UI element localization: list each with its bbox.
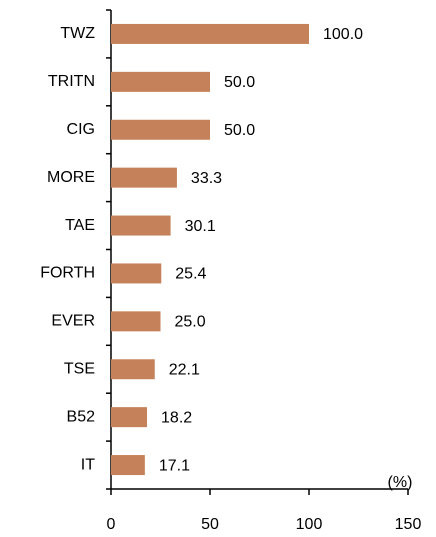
value-label: 100.0: [323, 26, 363, 43]
y-tick-label: IT: [81, 456, 95, 473]
bar: [111, 23, 309, 44]
y-tick-label: MORE: [47, 169, 95, 186]
value-label: 33.3: [191, 170, 222, 187]
bar: [111, 263, 162, 284]
value-label: 25.4: [175, 266, 206, 283]
bar: [111, 119, 210, 140]
x-tick-label: 0: [107, 516, 116, 533]
value-label: 50.0: [224, 74, 255, 91]
x-tick-label: 150: [395, 516, 422, 533]
y-tick-label: CIG: [67, 121, 95, 138]
x-tick-label: 100: [296, 516, 323, 533]
y-tick-label: EVER: [51, 313, 95, 330]
value-label: 18.2: [161, 409, 192, 426]
bar: [111, 167, 177, 188]
x-tick-label: 50: [201, 516, 219, 533]
bar: [111, 71, 210, 92]
y-tick-label: FORTH: [40, 265, 95, 282]
bar: [111, 359, 155, 380]
y-tick-label: TAE: [65, 217, 95, 234]
y-tick-label: TSE: [64, 360, 95, 377]
unit-label: (%): [388, 474, 413, 491]
value-label: 17.1: [159, 457, 190, 474]
value-label: 30.1: [185, 218, 216, 235]
value-label: 25.0: [175, 314, 206, 331]
bar: [111, 407, 148, 428]
bar: [111, 455, 145, 476]
y-tick-label: TRITN: [48, 73, 95, 90]
value-label: 50.0: [224, 122, 255, 139]
value-label: 22.1: [169, 361, 200, 378]
y-tick-label: TWZ: [60, 25, 95, 42]
bar: [111, 311, 161, 332]
bar: [111, 215, 171, 236]
y-tick-label: B52: [67, 408, 96, 425]
